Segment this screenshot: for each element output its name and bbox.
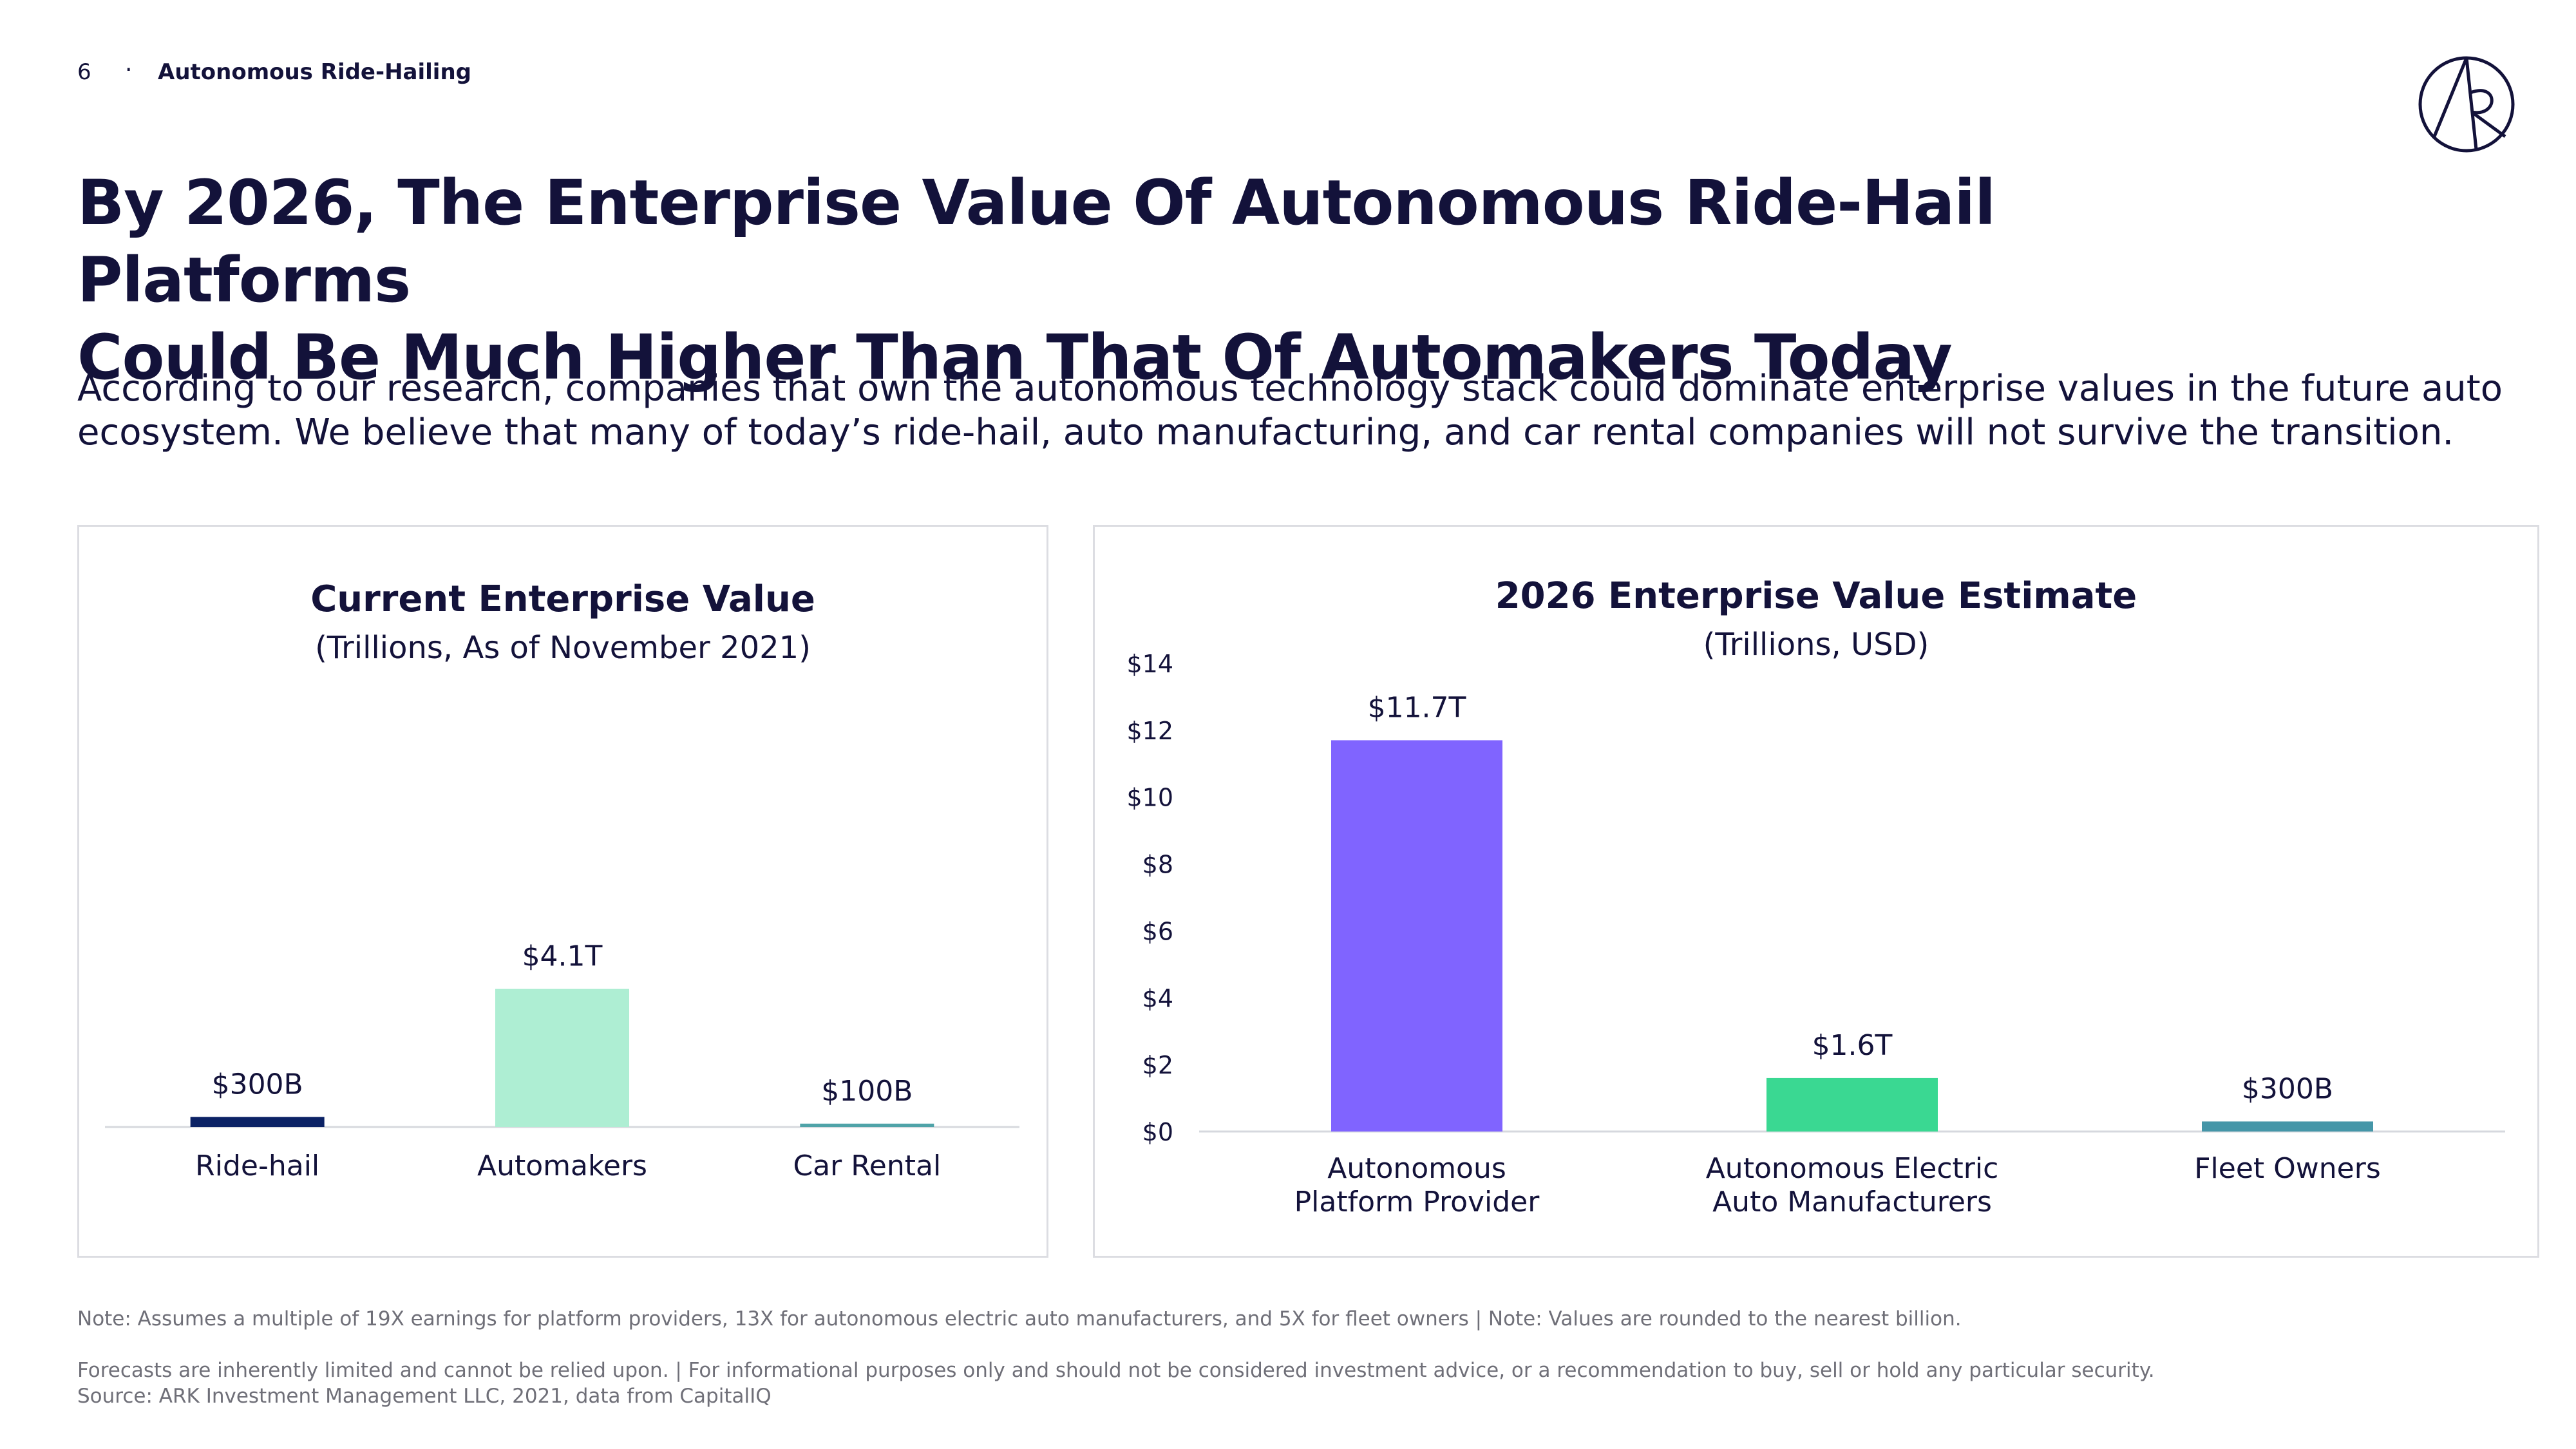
category-label: Ride-hail	[195, 1150, 319, 1182]
chart-subtitle: (Trillions, USD)	[1703, 627, 1929, 663]
page-subtitle-line-2: ecosystem. We believe that many of today…	[77, 412, 2454, 453]
y-tick-label: $8	[1142, 851, 1173, 879]
header-separator: ·	[125, 57, 133, 83]
data-label: $4.1T	[522, 940, 603, 973]
y-tick-label: $0	[1142, 1118, 1173, 1146]
page-title-line-1: By 2026, The Enterprise Value Of Autonom…	[77, 167, 1996, 316]
page-title-line-2: Could Be Much Higher Than That Of Automa…	[77, 321, 1953, 393]
footnote-disclaimer: Forecasts are inherently limited and can…	[77, 1359, 2155, 1382]
footnote-source: Source: ARK Investment Management LLC, 2…	[77, 1385, 772, 1408]
footnote-assumptions: Note: Assumes a multiple of 19X earnings…	[77, 1307, 1962, 1331]
page-subtitle-line-1: According to our research, companies tha…	[77, 368, 2503, 410]
bar	[800, 1123, 934, 1127]
y-tick-label: $14	[1126, 650, 1173, 678]
category-label: Fleet Owners	[2194, 1152, 2381, 1185]
bar	[495, 989, 629, 1127]
chart-subtitle: (Trillions, As of November 2021)	[315, 630, 811, 666]
data-label: $300B	[212, 1068, 303, 1101]
y-tick-label: $2	[1142, 1051, 1173, 1079]
bar	[2202, 1121, 2373, 1132]
current-value-chart-panel: Current Enterprise Value (Trillions, As …	[77, 525, 1048, 1258]
data-label: $1.6T	[1812, 1029, 1893, 1062]
y-tick-label: $6	[1142, 917, 1173, 945]
data-label: $300B	[2242, 1072, 2333, 1105]
data-label: $100B	[821, 1075, 913, 1108]
data-label: $11.7T	[1368, 691, 1466, 724]
current-value-chart: $300B Ride-hail $4.1T Automakers $100B Car Re…	[105, 940, 1019, 1182]
y-tick-label: $10	[1126, 784, 1173, 812]
page-subtitle: According to our research, companies tha…	[77, 367, 2524, 455]
chart-title: 2026 Enterprise Value Estimate	[1495, 575, 2137, 617]
section-label: Autonomous Ride-Hailing	[158, 59, 472, 85]
category-label: Autonomous	[1327, 1152, 1506, 1185]
bar	[190, 1117, 325, 1127]
category-label: Platform Provider	[1294, 1186, 1540, 1218]
page-title: By 2026, The Enterprise Value Of Autonom…	[77, 164, 2331, 396]
category-label: Car Rental	[793, 1150, 941, 1182]
bar	[1331, 740, 1502, 1132]
page-number: 6	[77, 59, 91, 85]
category-label: Autonomous Electric	[1706, 1152, 1999, 1185]
y-tick-label: $12	[1126, 717, 1173, 745]
estimate-value-chart-panel: 2026 Enterprise Value Estimate (Trillion…	[1093, 525, 2539, 1258]
estimate-value-chart: $0 $2 $4 $6 $8 $10 $12 $14 $11.7T AutonomousPlatf…	[1126, 650, 2505, 1218]
ark-logo-icon	[2415, 53, 2518, 156]
category-label: Automakers	[477, 1150, 647, 1182]
bar	[1766, 1077, 1938, 1132]
y-tick-label: $4	[1142, 984, 1173, 1012]
chart-title: Current Enterprise Value	[310, 578, 815, 620]
category-label: Auto Manufacturers	[1712, 1186, 1992, 1218]
